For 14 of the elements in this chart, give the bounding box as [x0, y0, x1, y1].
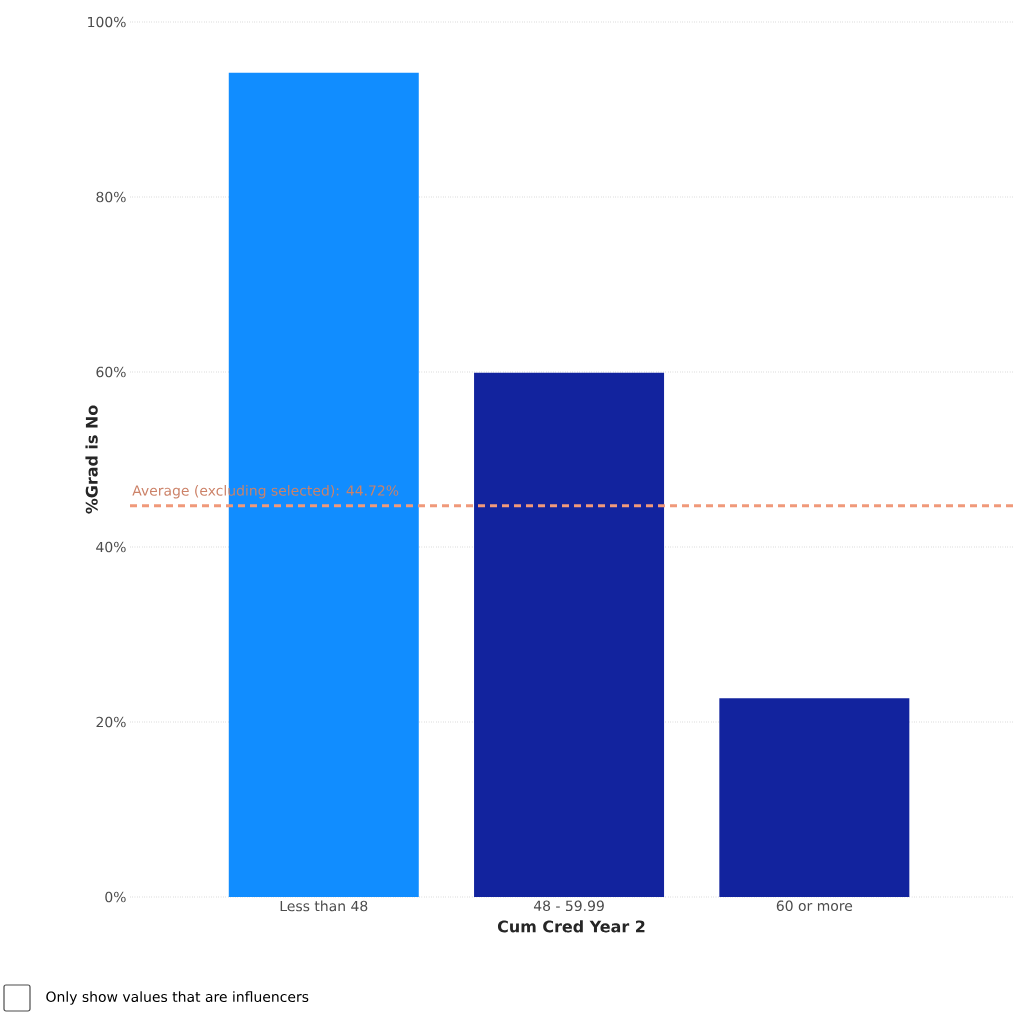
x-axis-title: Cum Cred Year 2: [498, 920, 645, 933]
y-axis-title: %Grad is No: [85, 405, 99, 514]
y-tick-label: 0%: [105, 891, 126, 903]
text: Only show values that are influencers: [46, 991, 309, 1005]
x-tick-label: 48 - 59.99: [534, 900, 605, 912]
y-tick-label: 20%: [96, 716, 126, 728]
y-tick-label: 60%: [96, 366, 126, 378]
x-tick-label: Less than 48: [280, 900, 368, 912]
bar: [719, 698, 910, 897]
x-tick-label: 60 or more: [777, 900, 853, 912]
y-tick-label: 100%: [88, 16, 126, 28]
bar: [474, 372, 665, 897]
y-tick-label: 40%: [96, 541, 126, 553]
y-tick-label: 80%: [96, 191, 126, 203]
